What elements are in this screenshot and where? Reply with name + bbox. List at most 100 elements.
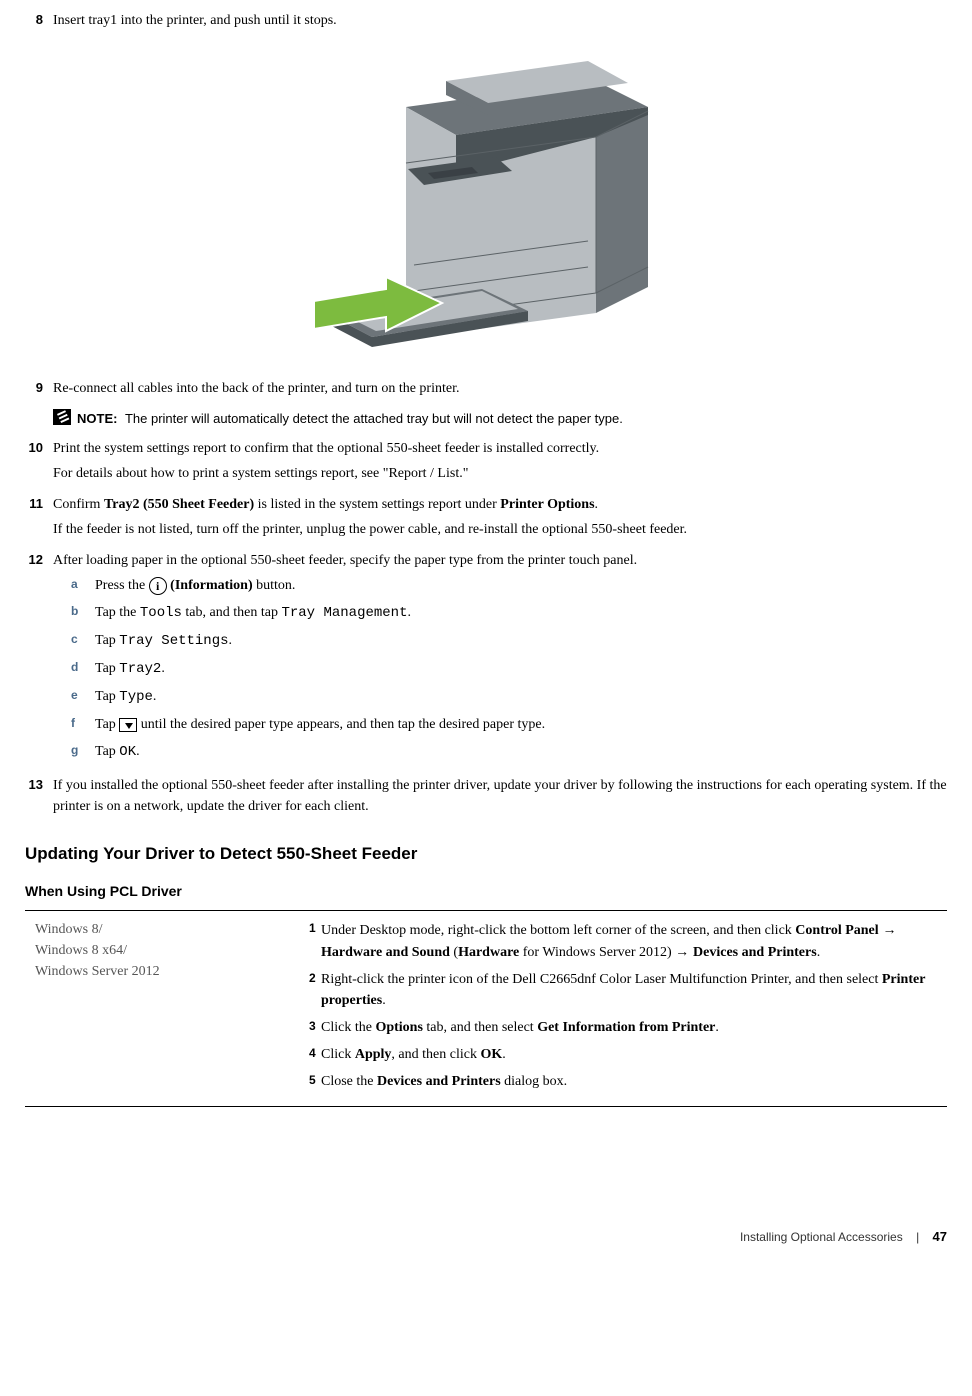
- steps-column: 1 Under Desktop mode, right-click the bo…: [305, 917, 947, 1100]
- step-text: Print the system settings report to conf…: [53, 438, 947, 459]
- bold-text: Options: [375, 1020, 422, 1035]
- text: for Windows Server 2012): [519, 945, 675, 960]
- footer-page-number: 47: [933, 1229, 947, 1244]
- step-12: 12 After loading paper in the optional 5…: [25, 550, 947, 769]
- text: Right-click the printer icon of the Dell…: [321, 972, 882, 987]
- sub-letter: f: [71, 714, 95, 735]
- bold-text: Get Information from Printer: [537, 1020, 715, 1035]
- printer-illustration: [25, 45, 947, 362]
- text: (: [450, 945, 458, 960]
- step-9: 9 Re-connect all cables into the back of…: [25, 378, 947, 403]
- bold-text: Devices and Printers: [377, 1074, 501, 1089]
- text: Confirm: [53, 497, 104, 512]
- step-body: Insert tray1 into the printer, and push …: [53, 10, 947, 35]
- text: .: [382, 993, 386, 1008]
- step-text: If you installed the optional 550-sheet …: [53, 775, 947, 817]
- step-text: Insert tray1 into the printer, and push …: [53, 10, 947, 31]
- table-step-1: 1 Under Desktop mode, right-click the bo…: [309, 919, 943, 963]
- text: .: [817, 945, 821, 960]
- arrow: →: [675, 943, 693, 959]
- sub-body: Tap OK.: [95, 741, 947, 763]
- dropdown-icon: [119, 718, 137, 732]
- text: Tap: [95, 633, 119, 648]
- mono-text: Tray Management: [281, 605, 407, 621]
- footer-section-title: Installing Optional Accessories: [740, 1230, 903, 1244]
- step-text: For details about how to print a system …: [53, 463, 947, 484]
- step-number: 10: [25, 438, 53, 488]
- text: .: [502, 1047, 506, 1062]
- tr-body: Click the Options tab, and then select G…: [321, 1017, 943, 1038]
- sub-letter: c: [71, 630, 95, 652]
- tr-num: 1: [309, 919, 321, 963]
- step-body: Re-connect all cables into the back of t…: [53, 378, 947, 403]
- text: .: [161, 661, 165, 676]
- text: , and then click: [391, 1047, 480, 1062]
- sub-body: Tap until the desired paper type appears…: [95, 714, 947, 735]
- substep-g: g Tap OK.: [53, 741, 947, 763]
- mono-text: OK: [119, 744, 136, 760]
- sub-letter: e: [71, 686, 95, 708]
- sub-body: Tap Tray Settings.: [95, 630, 947, 652]
- mono-text: Tray Settings: [119, 633, 228, 649]
- table-step-3: 3 Click the Options tab, and then select…: [309, 1017, 943, 1038]
- text: .: [715, 1020, 719, 1035]
- driver-table: Windows 8/ Windows 8 x64/ Windows Server…: [25, 910, 947, 1107]
- heading-pcl-driver: When Using PCL Driver: [25, 881, 947, 902]
- sub-letter: b: [71, 602, 95, 624]
- step-body: Print the system settings report to conf…: [53, 438, 947, 488]
- step-13: 13 If you installed the optional 550-she…: [25, 775, 947, 821]
- step-body: After loading paper in the optional 550-…: [53, 550, 947, 769]
- heading-updating-driver: Updating Your Driver to Detect 550-Sheet…: [25, 841, 947, 867]
- note-label: NOTE:: [77, 411, 117, 426]
- text: tab, and then select: [423, 1020, 537, 1035]
- sub-body: Tap Type.: [95, 686, 947, 708]
- bold-text: Devices and Printers: [693, 945, 817, 960]
- bold-text: Tray2 (550 Sheet Feeder): [104, 497, 254, 512]
- sub-body: Tap Tray2.: [95, 658, 947, 680]
- text: .: [153, 689, 157, 704]
- tr-num: 3: [309, 1017, 321, 1038]
- substep-e: e Tap Type.: [53, 686, 947, 708]
- mono-text: Type: [119, 689, 153, 705]
- bold-text: Control Panel: [795, 923, 878, 938]
- note-text: The printer will automatically detect th…: [125, 411, 623, 426]
- text: until the desired paper type appears, an…: [141, 717, 545, 732]
- table-step-2: 2 Right-click the printer icon of the De…: [309, 969, 943, 1011]
- note-content: NOTE: The printer will automatically det…: [77, 409, 623, 430]
- os-column: Windows 8/ Windows 8 x64/ Windows Server…: [25, 917, 305, 1100]
- text: is listed in the system settings report …: [254, 497, 500, 512]
- note: NOTE: The printer will automatically det…: [53, 409, 947, 430]
- text: Under Desktop mode, right-click the bott…: [321, 923, 795, 938]
- text: Tap: [95, 661, 119, 676]
- text: .: [595, 497, 599, 512]
- os-name: Windows 8/: [35, 919, 295, 940]
- step-text: If the feeder is not listed, turn off th…: [53, 519, 947, 540]
- step-number: 8: [25, 10, 53, 35]
- table-step-4: 4 Click Apply, and then click OK.: [309, 1044, 943, 1065]
- text: .: [407, 605, 411, 620]
- text: Click the: [321, 1020, 375, 1035]
- text: Click: [321, 1047, 355, 1062]
- sub-letter: d: [71, 658, 95, 680]
- substep-c: c Tap Tray Settings.: [53, 630, 947, 652]
- bold-text: Hardware: [458, 945, 519, 960]
- bold-text: Printer Options: [500, 497, 594, 512]
- sub-body: Press the i (Information) button.: [95, 575, 947, 596]
- tr-body: Under Desktop mode, right-click the bott…: [321, 919, 943, 963]
- text: Tap: [95, 744, 119, 759]
- substep-f: f Tap until the desired paper type appea…: [53, 714, 947, 735]
- table-row: Windows 8/ Windows 8 x64/ Windows Server…: [25, 917, 947, 1100]
- step-8: 8 Insert tray1 into the printer, and pus…: [25, 10, 947, 35]
- text: Press the: [95, 578, 149, 593]
- step-number: 12: [25, 550, 53, 769]
- page-footer: Installing Optional Accessories | 47: [25, 1227, 947, 1247]
- step-body: Confirm Tray2 (550 Sheet Feeder) is list…: [53, 494, 947, 544]
- step-number: 13: [25, 775, 53, 821]
- bold-text: Apply: [355, 1047, 392, 1062]
- os-name: Windows 8 x64/: [35, 940, 295, 961]
- footer-separator: |: [916, 1230, 919, 1244]
- tr-num: 5: [309, 1071, 321, 1092]
- bold-text: Hardware and Sound: [321, 945, 450, 960]
- tr-num: 2: [309, 969, 321, 1011]
- tr-num: 4: [309, 1044, 321, 1065]
